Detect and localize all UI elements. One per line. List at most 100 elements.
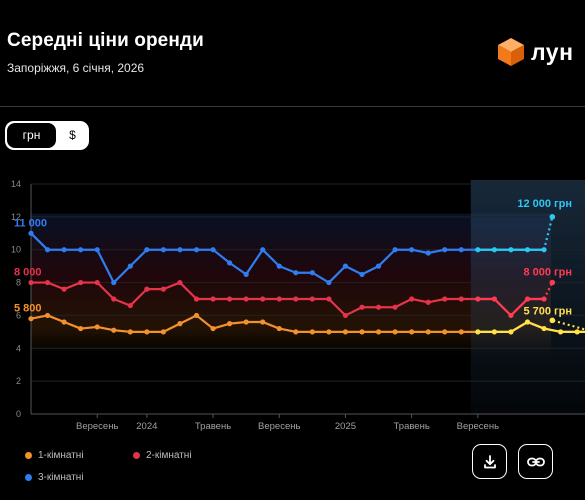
series-3-room-point xyxy=(309,270,315,276)
x-tick-label: Вересень xyxy=(457,421,499,432)
series-2-room-point xyxy=(326,296,332,302)
series-2-room-point xyxy=(491,296,497,302)
series-1-room-point xyxy=(375,329,382,335)
series-2-room-point xyxy=(44,279,51,286)
x-tick-label: 2024 xyxy=(136,421,157,432)
legend-item-3-room[interactable]: 3-кімнатні xyxy=(25,472,84,483)
series-2-room-point xyxy=(342,312,349,319)
x-tick-label: Вересень xyxy=(258,421,300,432)
series-2-room-point xyxy=(243,296,249,302)
copy-link-button[interactable] xyxy=(518,444,553,479)
y-tick-label: 8 xyxy=(16,278,21,288)
y-tick-label: 6 xyxy=(16,310,21,320)
series-1-room-point xyxy=(276,325,282,332)
series-2-room-line xyxy=(31,281,545,317)
series-1-room-point xyxy=(392,329,398,335)
series-1-room-point xyxy=(558,329,564,335)
series-3-room-point xyxy=(193,247,200,253)
series-2-room-point xyxy=(61,286,67,292)
series-2-room-forecast-line xyxy=(543,282,554,300)
legend-dot-2-room xyxy=(133,452,140,459)
series-2-room-point xyxy=(144,286,150,292)
price-line-chart: 0 2 4 6 8 10 12 14 Вересень 2024 Травень Вересень 20… xyxy=(11,179,585,432)
series-1-room-point xyxy=(574,329,580,335)
y-tick-label: 10 xyxy=(11,245,21,255)
series-3-room-point xyxy=(28,230,34,236)
series-3-room-point xyxy=(326,279,332,286)
legend-item-2-room[interactable]: 2-кімнатні xyxy=(133,450,192,461)
x-tick-label: Вересень xyxy=(76,421,118,432)
series-2-room-point xyxy=(193,296,200,302)
series-3-room-point xyxy=(491,247,497,253)
series-1-room-recent-line xyxy=(477,320,585,333)
series-2-room-point xyxy=(409,296,415,302)
series-1-room-forecast-point xyxy=(549,317,556,324)
cube-logo-icon xyxy=(498,38,524,66)
series-3-room-forecast-point xyxy=(549,214,556,220)
series-2-room-point xyxy=(375,304,382,310)
series-1-room-point xyxy=(342,329,349,335)
series-1-room-point xyxy=(160,329,166,335)
header: Середні ціни оренди Запоріжжя, 6 січня, … xyxy=(0,0,585,106)
series-1-room-point xyxy=(475,329,481,335)
series-1-room-point xyxy=(127,329,133,335)
series-1-room-point xyxy=(442,329,448,335)
series-1-room-forecast-label: 5 700 грн xyxy=(523,305,572,317)
series-1-room-point xyxy=(243,319,249,325)
series-2-room-point xyxy=(28,279,34,286)
series-1-room-point xyxy=(309,329,315,335)
series-3-room-point xyxy=(78,247,84,253)
series-1-room-point xyxy=(541,325,547,332)
series-1-room-point xyxy=(293,329,299,335)
series-1-room-point xyxy=(193,312,200,319)
series-2-room-point xyxy=(127,302,133,309)
legend-item-1-room[interactable]: 1-кімнатні xyxy=(25,450,84,461)
brand-logo[interactable]: лун xyxy=(497,37,574,67)
link-icon xyxy=(526,457,545,466)
chart-legend: 1-кімнатні 2-кімнатні 3-кімнатні xyxy=(0,440,460,490)
y-tick-label: 2 xyxy=(16,376,21,386)
series-1-room-point xyxy=(409,329,415,335)
currency-toggle[interactable]: грн $ xyxy=(5,121,89,150)
x-tick-label: Травень xyxy=(195,421,231,432)
page-subtitle: Запоріжжя, 6 січня, 2026 xyxy=(7,61,145,75)
series-3-room-point xyxy=(342,263,349,269)
download-button[interactable] xyxy=(472,444,507,479)
series-2-room-point xyxy=(260,296,266,302)
currency-option-usd[interactable]: $ xyxy=(69,128,76,142)
series-1-room-point xyxy=(177,321,183,327)
series-3-room-point xyxy=(458,247,464,253)
series-2-room-point xyxy=(392,304,398,310)
logo-text: лун xyxy=(531,38,574,65)
series-3-room-point xyxy=(276,263,282,269)
x-tick-label: Травень xyxy=(394,421,430,432)
series-3-room-forecast-label: 12 000 грн xyxy=(517,198,572,210)
series-1-room-point xyxy=(524,319,531,325)
series-3-room-point xyxy=(293,270,299,276)
series-1-room-point xyxy=(491,329,497,335)
legend-dot-3-room xyxy=(25,474,32,481)
series-1-room-point xyxy=(78,325,84,332)
series-2-room-point xyxy=(359,304,365,310)
series-3-room-point xyxy=(260,247,266,253)
series-2-room-forecast-label: 8 000 грн xyxy=(523,267,572,279)
series-3-room-point xyxy=(127,263,133,269)
y-tick-label: 12 xyxy=(11,212,21,222)
series-3-room-point xyxy=(44,247,51,253)
series-3-room-point xyxy=(409,247,415,253)
series-2-room-point xyxy=(78,279,84,286)
legend-label-2-room: 2-кімнатні xyxy=(146,450,192,461)
series-1-room-point xyxy=(425,329,431,335)
y-tick-label: 4 xyxy=(16,343,21,353)
currency-option-uah[interactable]: грн xyxy=(7,123,56,148)
series-2-room-point xyxy=(524,296,531,302)
series-1-room-point xyxy=(28,316,34,322)
series-2-room-point xyxy=(94,279,100,286)
legend-label-3-room: 3-кімнатні xyxy=(38,472,84,483)
series-3-room-point xyxy=(94,247,100,253)
series-2-room-point xyxy=(227,296,233,302)
series-1-room-forecast-line xyxy=(552,319,585,331)
series-3-room-point xyxy=(111,279,117,286)
series-1-room-start-label: 5 800 xyxy=(14,303,42,315)
y-tick-label: 0 xyxy=(16,409,21,419)
